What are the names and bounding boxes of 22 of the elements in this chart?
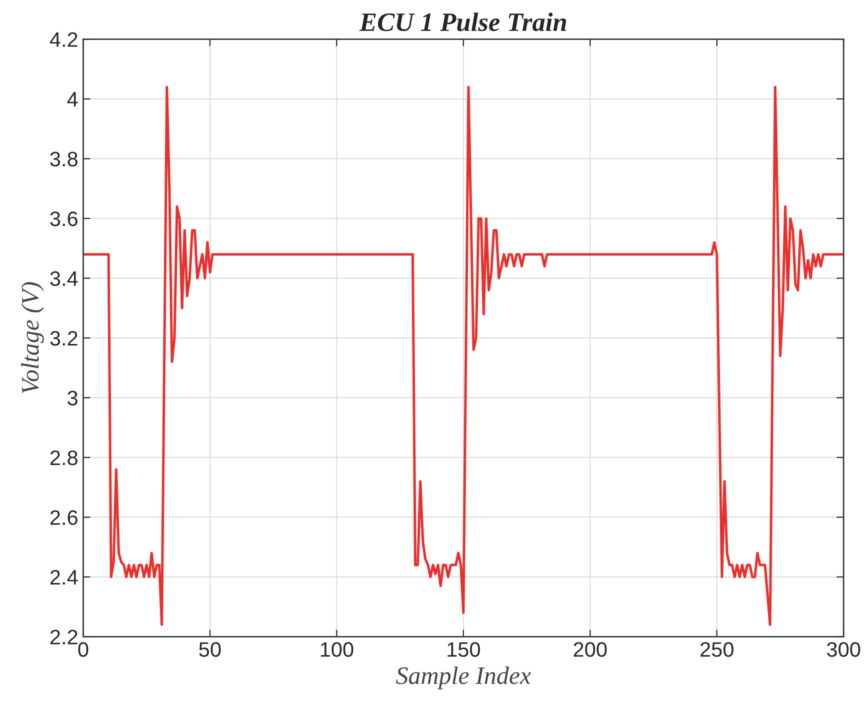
y-tick-label: 3.8 [50, 152, 78, 166]
y-tick-label: 2.2 [50, 630, 78, 644]
chart-title: ECU 1 Pulse Train [359, 12, 566, 32]
y-tick-label: 4 [67, 92, 78, 107]
x-tick-label: 150 [448, 642, 480, 657]
x-tick-label: 250 [700, 642, 734, 657]
y-tick-label: 3.2 [50, 330, 78, 346]
line-series [83, 86, 844, 626]
y-tick-label: 3.4 [50, 271, 78, 286]
y-tick-label: 4.2 [50, 32, 78, 47]
y-tick-label: 2.6 [50, 510, 78, 525]
x-axis-title: Sample Index [396, 666, 531, 690]
x-tick-label: 200 [574, 642, 607, 657]
x-tick-label: 50 [199, 642, 221, 657]
y-axis-title: Voltage (V) [21, 282, 44, 394]
y-tick-label: 3.6 [50, 211, 78, 226]
x-tick-label: 300 [827, 642, 860, 657]
y-tick-label: 2.8 [50, 450, 78, 466]
x-tick-label: 0 [78, 642, 88, 657]
y-tick-label: 3 [68, 390, 78, 406]
y-tick-label: 2.4 [50, 570, 78, 585]
x-tick-label: 100 [320, 642, 354, 657]
